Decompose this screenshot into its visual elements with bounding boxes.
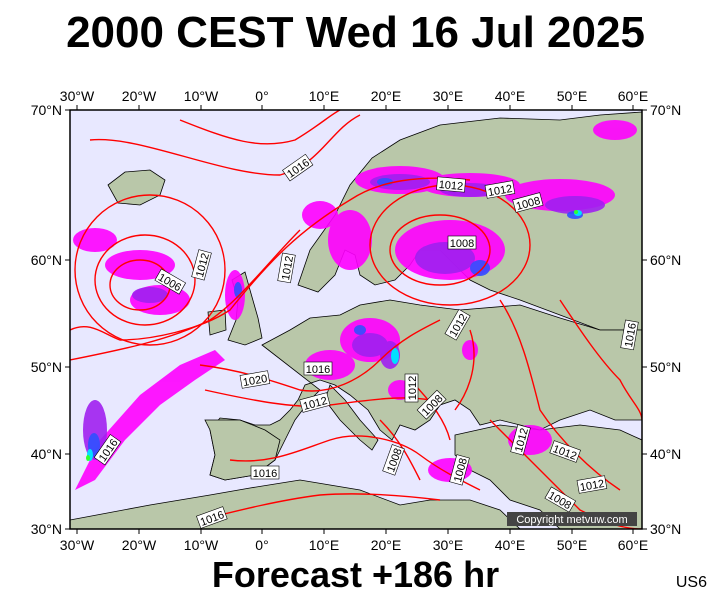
map-frame [69, 109, 643, 530]
isobar-label: 1008 [450, 238, 474, 250]
lon-label-bottom: 20°E [371, 537, 402, 553]
lon-label-bottom: 20°W [122, 537, 157, 553]
isobar-label: 1012 [407, 376, 419, 400]
isobar-label: 1012 [280, 255, 296, 281]
lat-label-right: 60°N [650, 252, 681, 268]
lon-label-bottom: 30°W [60, 537, 95, 553]
lon-label-bottom: 30°E [433, 537, 464, 553]
lat-label-left: 50°N [31, 359, 62, 375]
model-code: US6 [675, 574, 707, 591]
lon-label-bottom: 40°E [495, 537, 526, 553]
lat-label-right: 30°N [650, 521, 681, 537]
lon-label-bottom: 10°E [309, 537, 340, 553]
lat-label-right: 50°N [650, 359, 681, 375]
axis-ticks [65, 105, 647, 534]
lon-label-bottom: 60°E [618, 537, 649, 553]
isobar-label: 1016 [253, 468, 277, 480]
lon-label-bottom: 10°W [184, 537, 219, 553]
lon-label-top: 20°E [371, 88, 402, 104]
lat-label-right: 40°N [650, 446, 681, 462]
isobar-label: 1020 [242, 373, 268, 389]
lon-label-bottom: 0° [255, 537, 268, 553]
lon-label-top: 60°E [618, 88, 649, 104]
lon-label-top: 30°E [433, 88, 464, 104]
lon-label-top: 50°E [557, 88, 588, 104]
lat-label-right: 70°N [650, 102, 681, 118]
isobar-label: 1016 [306, 364, 330, 376]
isobar-label: 1012 [438, 179, 463, 193]
isobar-label: 1016 [623, 322, 639, 348]
lon-label-top: 20°W [122, 88, 157, 104]
copyright-box [507, 512, 637, 526]
lon-label-top: 30°W [60, 88, 95, 104]
copyright-text: Copyright metvuw.com [516, 514, 627, 526]
lat-label-left: 60°N [31, 252, 62, 268]
map-title: 2000 CEST Wed 16 Jul 2025 [66, 8, 645, 57]
isobar-label: 1012 [487, 183, 513, 199]
forecast-label: Forecast +186 hr [211, 554, 500, 595]
lat-label-left: 30°N [31, 521, 62, 537]
lon-label-top: 10°E [309, 88, 340, 104]
isobar-label: 1012 [579, 478, 605, 494]
isobars [70, 110, 642, 529]
lat-label-left: 70°N [31, 102, 62, 118]
land [70, 111, 642, 529]
lon-label-top: 10°W [184, 88, 219, 104]
lat-label-left: 40°N [31, 446, 62, 462]
lon-label-top: 40°E [495, 88, 526, 104]
lon-label-top: 0° [255, 88, 268, 104]
lon-label-bottom: 50°E [557, 537, 588, 553]
